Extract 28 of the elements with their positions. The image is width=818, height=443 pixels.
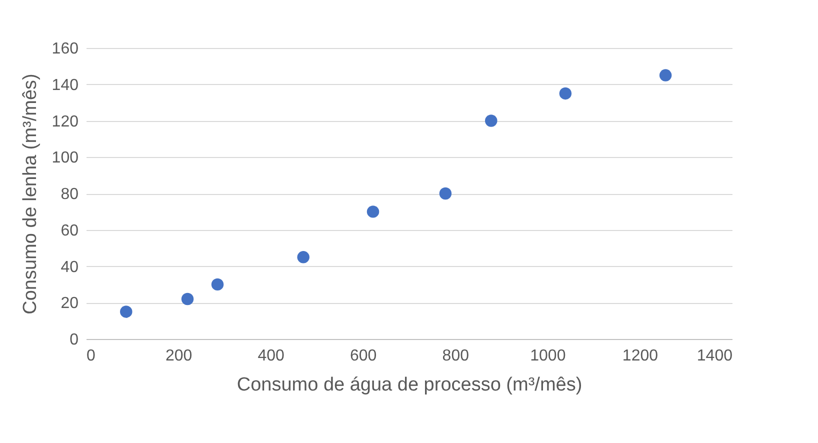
point [120, 306, 132, 318]
x-tick-label: 200 [165, 348, 192, 364]
point [297, 251, 310, 264]
point [485, 114, 498, 127]
y-tick-label: 60 [60, 222, 79, 240]
x-tick-label: 1000 [530, 348, 566, 364]
y-tick-label: 100 [52, 150, 79, 167]
y-tick-label: 0 [70, 332, 79, 348]
y-axis-title: Consumo de lenha (m³/mês) [20, 74, 41, 314]
point [366, 206, 380, 218]
point [439, 187, 452, 200]
point [211, 278, 224, 291]
x-axis-title: Consumo de água de processo (m³/mês) [236, 374, 582, 396]
x-tick-label: 400 [258, 348, 285, 364]
x-tick-label: 800 [442, 348, 470, 364]
y-tick-label: 20 [60, 295, 79, 312]
y-tick-label: 40 [60, 258, 79, 276]
x-tick-label: 600 [350, 348, 377, 364]
y-tick-label: 160 [52, 40, 79, 58]
x-tick-label: 1400 [696, 348, 733, 364]
y-tick-label: 140 [52, 76, 79, 94]
point [659, 69, 672, 82]
x-tick-label: 0 [86, 348, 96, 364]
x-tick-label: 1200 [622, 348, 658, 364]
y-tick-label: 80 [60, 186, 79, 203]
point [559, 87, 572, 100]
y-tick-label: 120 [52, 113, 79, 130]
point [181, 292, 194, 306]
